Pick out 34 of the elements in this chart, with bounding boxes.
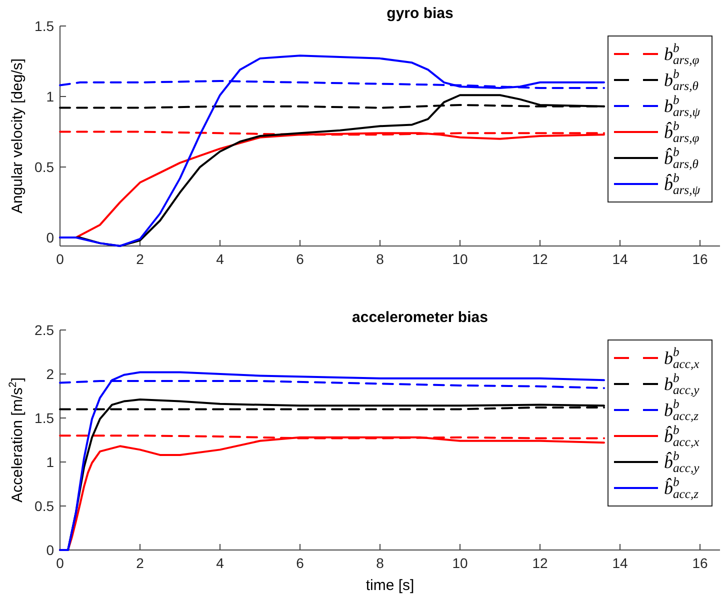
y-tick-label: 0 <box>46 230 54 246</box>
x-tick-label: 4 <box>216 251 224 267</box>
y-tick-label: 2 <box>46 366 54 382</box>
x-tick-label: 6 <box>296 251 304 267</box>
x-tick-label: 0 <box>56 555 64 571</box>
x-tick-label: 0 <box>56 251 64 267</box>
y-tick-label: 1 <box>46 88 54 105</box>
chart-title: accelerometer bias <box>352 309 488 326</box>
line-series <box>59 54 605 247</box>
y-tick-label: 0.5 <box>34 159 54 176</box>
y-tick-label: 1.5 <box>34 18 54 34</box>
x-tick-label: 10 <box>452 251 468 267</box>
y-tick-label: 2.5 <box>34 322 54 338</box>
x-tick-label: 6 <box>296 555 304 571</box>
x-tick-label: 4 <box>216 555 224 571</box>
y-tick-label: 0 <box>46 542 54 558</box>
x-tick-label: 16 <box>692 251 708 267</box>
line-series <box>59 371 605 551</box>
x-axis-title: time [s] <box>366 577 414 594</box>
y-axis-title: Angular velocity [deg/s] <box>9 58 26 214</box>
x-tick-label: 10 <box>452 555 468 571</box>
x-tick-label: 12 <box>532 251 548 267</box>
chart-title: gyro bias <box>386 5 454 22</box>
x-tick-label: 2 <box>136 555 144 571</box>
x-tick-label: 2 <box>136 251 144 267</box>
y-tick-label: 1.5 <box>34 410 54 426</box>
y-tick-label: 0.5 <box>34 498 54 514</box>
x-tick-label: 14 <box>612 555 628 571</box>
x-tick-label: 8 <box>376 251 384 267</box>
x-tick-label: 16 <box>692 555 708 571</box>
y-tick-label: 1 <box>46 454 54 470</box>
x-tick-label: 8 <box>376 555 384 571</box>
x-tick-label: 12 <box>532 555 548 571</box>
x-tick-label: 14 <box>612 251 628 267</box>
